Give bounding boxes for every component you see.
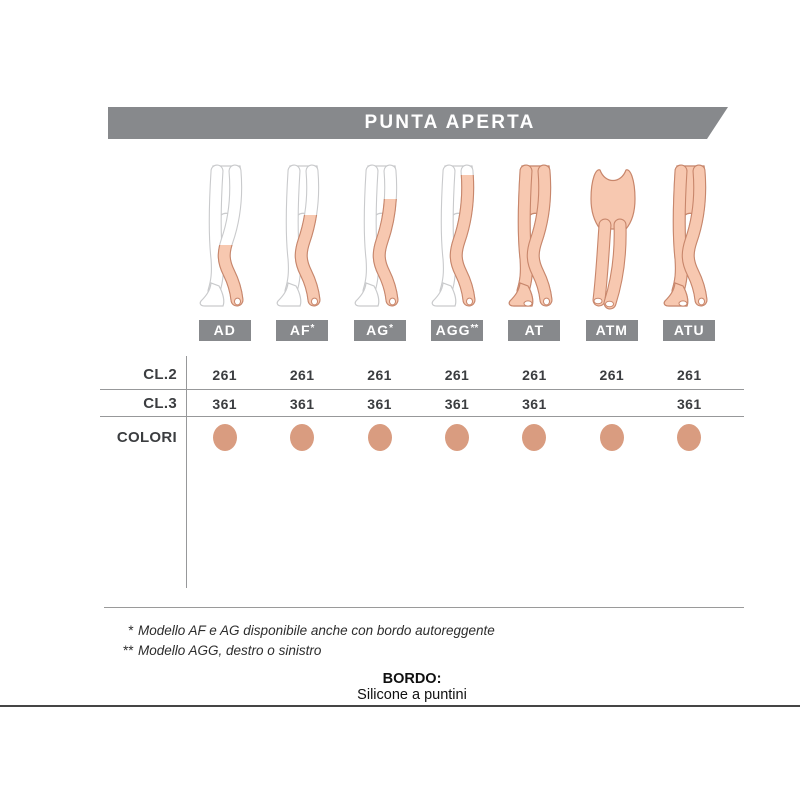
- stocking-illustration-af: [276, 164, 321, 307]
- cl3-value-at: 361: [522, 396, 547, 412]
- cl3-value-atm: [573, 395, 650, 413]
- row-colori-dots: [186, 424, 728, 451]
- leg-figure-ag: [341, 163, 418, 313]
- bordo-label: BORDO:: [382, 671, 442, 687]
- leg-figure-af: [263, 163, 340, 313]
- row-cl3-values: 361 361 361 361 361 361: [186, 395, 728, 413]
- row-label-colori: COLORI: [116, 429, 177, 446]
- cl3-value-atu: 361: [676, 396, 702, 412]
- bordo-value: Silicone a puntini: [357, 687, 467, 703]
- footnote-marker: *: [127, 623, 133, 638]
- color-dot-atu: [677, 424, 702, 451]
- table-rule-1: [100, 389, 744, 390]
- model-badge-agg: AGG**: [430, 320, 483, 341]
- badge-footnote-marker: **: [470, 323, 479, 334]
- bordo-note: BORDO: Silicone a puntini: [12, 671, 800, 704]
- leg-figure-atu: [651, 163, 728, 313]
- row-cl2-values: 261 261 261 261 261 261 261: [186, 366, 728, 384]
- cl2-value-ag: 261: [367, 367, 392, 383]
- cl2-value-ad: 261: [212, 367, 237, 383]
- stocking-illustration-atm: [590, 169, 636, 310]
- leg-figure-ad: [186, 163, 263, 313]
- cl2-value-atm: 261: [599, 367, 625, 383]
- leg-figure-agg: [418, 163, 495, 313]
- cl3-value-ag: 361: [367, 396, 392, 412]
- footnote-divider: [104, 607, 744, 608]
- footnote-marker: **: [122, 642, 133, 658]
- cl2-value-atu: 261: [676, 367, 702, 383]
- color-dot-ad: [212, 424, 237, 451]
- section-banner: PUNTA APERTA: [108, 107, 728, 139]
- footnotes: * Modello AF e AG disponibile anche con b…: [105, 621, 495, 661]
- table-rule-2: [100, 416, 744, 417]
- leg-figures-row: [186, 163, 728, 313]
- model-badge-atu: ATU: [663, 320, 716, 341]
- footnote-text: Modello AGG, destro o sinistro: [138, 642, 322, 658]
- row-label-cl3: CL.3: [143, 395, 177, 412]
- page-bottom-rule: [0, 705, 800, 707]
- model-badge-ag: AG*: [353, 320, 406, 341]
- cl2-value-agg: 261: [444, 367, 470, 383]
- cl2-value-at: 261: [522, 367, 547, 383]
- cl2-value-af: 261: [289, 367, 315, 383]
- table-vertical-divider: [186, 356, 187, 588]
- badge-footnote-marker: *: [389, 323, 393, 334]
- model-badge-ad: AD: [198, 320, 251, 341]
- model-badge-af: AF*: [276, 320, 329, 341]
- cl3-value-agg: 361: [444, 396, 470, 412]
- badge-footnote-marker: *: [310, 323, 315, 334]
- stocking-illustration-agg: [431, 164, 476, 307]
- model-badges-row: AD AF* AG* AGG** AT ATM ATU: [186, 320, 728, 341]
- stocking-illustration-at: [509, 164, 553, 307]
- color-dot-atm: [599, 424, 624, 451]
- leg-figure-at: [496, 163, 573, 313]
- color-dot-agg: [444, 424, 469, 451]
- footnote-line: ** Modello AGG, destro o sinistro: [105, 641, 495, 661]
- stocking-illustration-ag: [354, 164, 399, 307]
- row-label-cl2: CL.2: [143, 366, 177, 383]
- model-badge-atm: ATM: [585, 320, 638, 341]
- cl3-value-ad: 361: [212, 396, 237, 412]
- footnote-line: * Modello AF e AG disponibile anche con b…: [105, 621, 495, 641]
- model-badge-at: AT: [508, 320, 561, 341]
- color-dot-at: [522, 424, 547, 451]
- stocking-illustration-ad: [199, 164, 244, 307]
- footnote-text: Modello AF e AG disponibile anche con bo…: [138, 623, 495, 638]
- stocking-illustration-atu: [663, 164, 708, 307]
- cl3-value-af: 361: [289, 396, 315, 412]
- section-title: PUNTA APERTA: [364, 112, 536, 133]
- color-dot-af: [290, 424, 315, 451]
- leg-figure-atm: [573, 163, 650, 313]
- color-dot-ag: [367, 424, 392, 451]
